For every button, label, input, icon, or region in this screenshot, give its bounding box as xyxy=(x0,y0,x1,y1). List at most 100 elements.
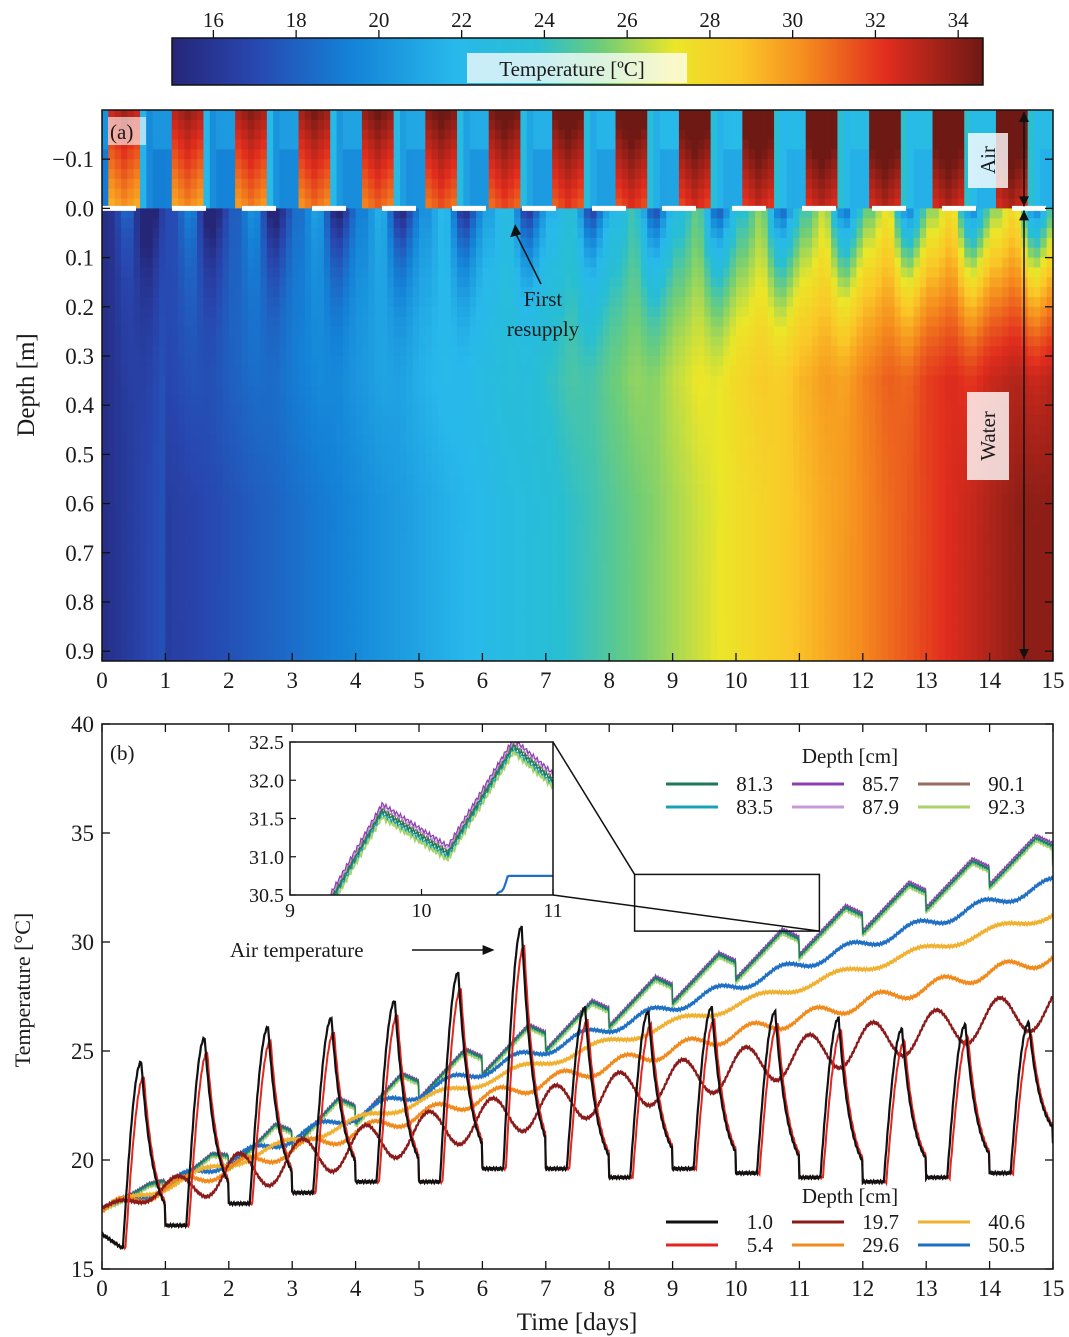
heatmap-cell xyxy=(197,169,205,180)
heatmap-cell xyxy=(533,119,541,131)
heatmap-cell xyxy=(171,483,179,495)
heatmap-cell xyxy=(539,355,547,367)
heatmap-cell xyxy=(412,562,420,574)
heatmap-cell xyxy=(323,129,331,141)
heatmap-cell xyxy=(659,178,667,190)
heatmap-cell xyxy=(526,188,534,200)
heatmap-cell xyxy=(304,474,312,485)
heatmap-cell xyxy=(380,188,388,200)
heatmap-cell xyxy=(469,552,477,564)
heatmap-cell xyxy=(621,296,629,308)
heatmap-cell xyxy=(539,316,547,328)
heatmap-cell xyxy=(228,562,236,574)
heatmap-cell xyxy=(108,493,116,505)
heatmap-cell xyxy=(279,464,287,475)
heatmap-cell xyxy=(634,247,642,259)
heatmap-cell xyxy=(640,621,648,633)
heatmap-cell xyxy=(209,533,217,544)
heatmap-cell xyxy=(526,208,534,219)
heatmap-cell xyxy=(152,405,160,416)
heatmap-cell xyxy=(247,651,255,661)
heatmap-cell xyxy=(609,533,617,544)
heatmap-cell xyxy=(533,247,541,259)
heatmap-cell xyxy=(571,592,579,603)
heatmap-cell xyxy=(152,218,160,229)
heatmap-cell xyxy=(241,119,249,131)
heatmap-cell xyxy=(450,542,458,554)
heatmap-cell xyxy=(387,159,395,170)
heatmap-cell xyxy=(273,641,281,652)
heatmap-cell xyxy=(393,198,401,209)
heatmap-cell xyxy=(659,277,667,288)
heatmap-cell xyxy=(292,316,300,328)
heatmap-cell xyxy=(653,424,661,436)
heatmap-cell xyxy=(476,346,483,357)
heatmap-cell xyxy=(507,474,515,485)
heatmap-cell xyxy=(438,424,445,436)
heatmap-cell xyxy=(450,601,458,613)
heatmap-cell xyxy=(311,651,319,661)
heatmap-cell xyxy=(133,533,141,544)
heatmap-cell xyxy=(165,513,173,524)
heatmap-cell xyxy=(507,346,515,357)
heatmap-cell xyxy=(577,149,585,160)
heatmap-cell xyxy=(501,601,509,613)
heatmap-cell xyxy=(419,365,426,377)
heatmap-cell xyxy=(615,562,623,574)
heatmap-cell xyxy=(431,257,439,269)
heatmap-cell xyxy=(361,110,369,121)
heatmap-cell xyxy=(317,523,325,534)
heatmap-cell xyxy=(514,552,522,564)
heatmap-cell xyxy=(577,405,585,416)
heatmap-cell xyxy=(235,188,243,200)
heatmap-cell xyxy=(615,434,623,446)
heatmap-cell xyxy=(469,405,477,416)
heatmap-cell xyxy=(121,228,128,239)
heatmap-cell xyxy=(266,149,274,160)
heatmap-cell xyxy=(159,228,166,239)
heatmap-cell xyxy=(514,523,522,534)
heatmap-cell xyxy=(590,218,598,229)
heatmap-cell xyxy=(336,533,344,544)
heatmap-cell xyxy=(273,336,281,347)
heatmap-cell xyxy=(431,159,439,170)
heatmap-cell xyxy=(361,513,369,524)
heatmap-cell xyxy=(311,562,319,574)
heatmap-cell xyxy=(533,444,541,455)
heatmap-cell xyxy=(102,444,109,455)
heatmap-cell xyxy=(609,582,617,593)
heatmap-cell xyxy=(342,474,350,485)
heatmap-cell xyxy=(102,552,109,564)
heatmap-cell xyxy=(653,611,661,623)
heatmap-cell xyxy=(368,296,376,308)
heatmap-cell xyxy=(488,493,496,505)
heatmap-cell xyxy=(285,139,293,150)
heatmap-cell xyxy=(102,218,109,229)
heatmap-cell xyxy=(241,365,249,377)
heatmap-cell xyxy=(545,611,553,623)
heatmap-cell xyxy=(438,572,445,583)
heatmap-cell xyxy=(640,542,648,554)
heatmap-cell xyxy=(209,169,217,180)
heatmap-cell xyxy=(577,523,585,534)
heatmap-cell xyxy=(571,572,579,583)
heatmap-cell xyxy=(457,464,464,475)
heatmap-cell xyxy=(564,267,572,278)
heatmap-cell xyxy=(387,346,395,357)
heatmap-cell xyxy=(431,562,439,574)
heatmap-cell xyxy=(431,483,439,495)
heatmap-cell xyxy=(507,228,515,239)
heatmap-cell xyxy=(577,454,585,465)
heatmap-cell xyxy=(653,228,661,239)
heatmap-cell xyxy=(330,503,338,515)
heatmap-cell xyxy=(495,159,503,170)
heatmap-cell xyxy=(476,454,483,465)
heatmap-cell xyxy=(507,247,515,259)
heatmap-cell xyxy=(425,178,433,190)
heatmap-cell xyxy=(647,651,655,661)
heatmap-cell xyxy=(463,129,471,141)
heatmap-cell xyxy=(260,493,268,505)
heatmap-cell xyxy=(577,483,585,495)
heatmap-cell xyxy=(488,464,496,475)
heatmap-cell xyxy=(178,611,186,623)
